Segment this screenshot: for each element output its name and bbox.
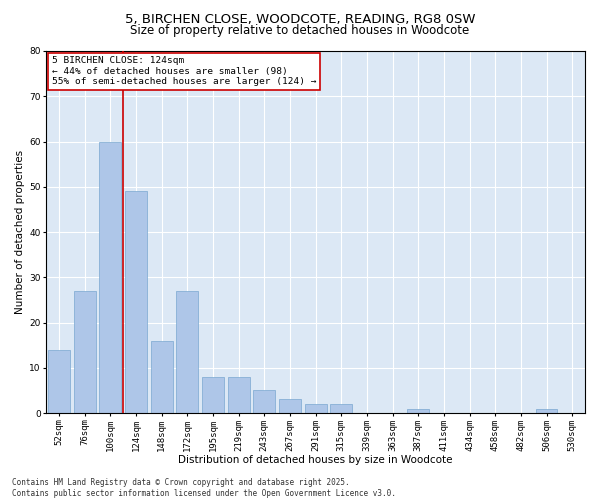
Text: 5 BIRCHEN CLOSE: 124sqm
← 44% of detached houses are smaller (98)
55% of semi-de: 5 BIRCHEN CLOSE: 124sqm ← 44% of detache…	[52, 56, 316, 86]
Bar	[151, 340, 173, 413]
Text: Size of property relative to detached houses in Woodcote: Size of property relative to detached ho…	[130, 24, 470, 37]
Y-axis label: Number of detached properties: Number of detached properties	[15, 150, 25, 314]
Bar	[536, 408, 557, 413]
Bar	[176, 291, 198, 413]
Bar	[125, 192, 147, 413]
Bar	[74, 291, 95, 413]
Bar	[48, 350, 70, 413]
Bar	[279, 400, 301, 413]
Bar	[228, 377, 250, 413]
Bar	[202, 377, 224, 413]
Text: 5, BIRCHEN CLOSE, WOODCOTE, READING, RG8 0SW: 5, BIRCHEN CLOSE, WOODCOTE, READING, RG8…	[125, 12, 475, 26]
Text: Contains HM Land Registry data © Crown copyright and database right 2025.
Contai: Contains HM Land Registry data © Crown c…	[12, 478, 396, 498]
Bar	[407, 408, 429, 413]
Bar	[253, 390, 275, 413]
X-axis label: Distribution of detached houses by size in Woodcote: Distribution of detached houses by size …	[178, 455, 453, 465]
Bar	[100, 142, 121, 413]
Bar	[305, 404, 326, 413]
Bar	[331, 404, 352, 413]
